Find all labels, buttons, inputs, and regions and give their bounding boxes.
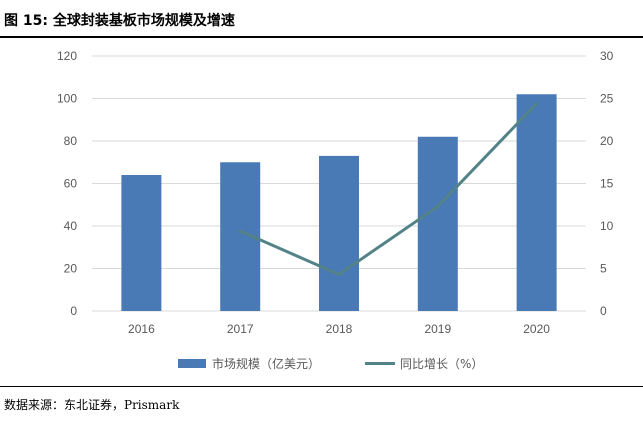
left-axis-ticks: 0 20 40 60 80 100 120 — [57, 49, 77, 318]
bar-series — [121, 94, 557, 311]
bar-2020 — [516, 94, 557, 311]
y-left-tick-label: 0 — [70, 304, 77, 318]
title-rule — [0, 36, 643, 38]
y-right-tick-label: 15 — [600, 177, 614, 191]
y-left-tick-label: 100 — [57, 92, 77, 106]
growth-point — [238, 229, 242, 233]
growth-point — [337, 272, 341, 276]
bar-2016 — [121, 175, 162, 311]
source-rule — [0, 386, 643, 387]
x-axis-ticks: 2016 2017 2018 2019 2020 — [128, 322, 550, 336]
y-left-tick-label: 120 — [57, 49, 77, 63]
x-tick-label: 2020 — [523, 322, 550, 336]
y-left-tick-label: 80 — [64, 134, 78, 148]
bar-2019 — [417, 136, 458, 311]
figure-title: 图 15: 全球封装基板市场规模及增速 — [4, 13, 235, 29]
y-right-tick-label: 0 — [600, 304, 607, 318]
x-tick-label: 2018 — [326, 322, 353, 336]
y-right-tick-label: 20 — [600, 134, 614, 148]
legend-bar-swatch — [178, 359, 206, 368]
y-right-tick-label: 10 — [600, 219, 614, 233]
growth-point — [535, 102, 539, 106]
bar-2018 — [319, 155, 359, 311]
y-right-tick-label: 25 — [600, 92, 614, 106]
x-tick-label: 2016 — [128, 322, 155, 336]
x-tick-label: 2019 — [424, 322, 451, 336]
legend-bar-label: 市场规模（亿美元） — [212, 356, 320, 371]
y-left-tick-label: 20 — [64, 262, 78, 276]
legend: 市场规模（亿美元） 同比增长（%） — [178, 356, 483, 371]
y-right-tick-label: 5 — [600, 262, 607, 276]
line-series — [238, 102, 539, 276]
source-note: 数据来源：东北证券，Prismark — [4, 398, 180, 412]
y-right-tick-label: 30 — [600, 49, 614, 63]
legend-line-label: 同比增长（%） — [400, 357, 483, 371]
growth-line — [238, 102, 539, 276]
y-left-tick-label: 60 — [64, 177, 78, 191]
right-axis-ticks: 0 5 10 15 20 25 30 — [600, 49, 614, 318]
y-left-tick-label: 40 — [64, 219, 78, 233]
x-tick-label: 2017 — [227, 322, 254, 336]
growth-point — [436, 204, 440, 208]
